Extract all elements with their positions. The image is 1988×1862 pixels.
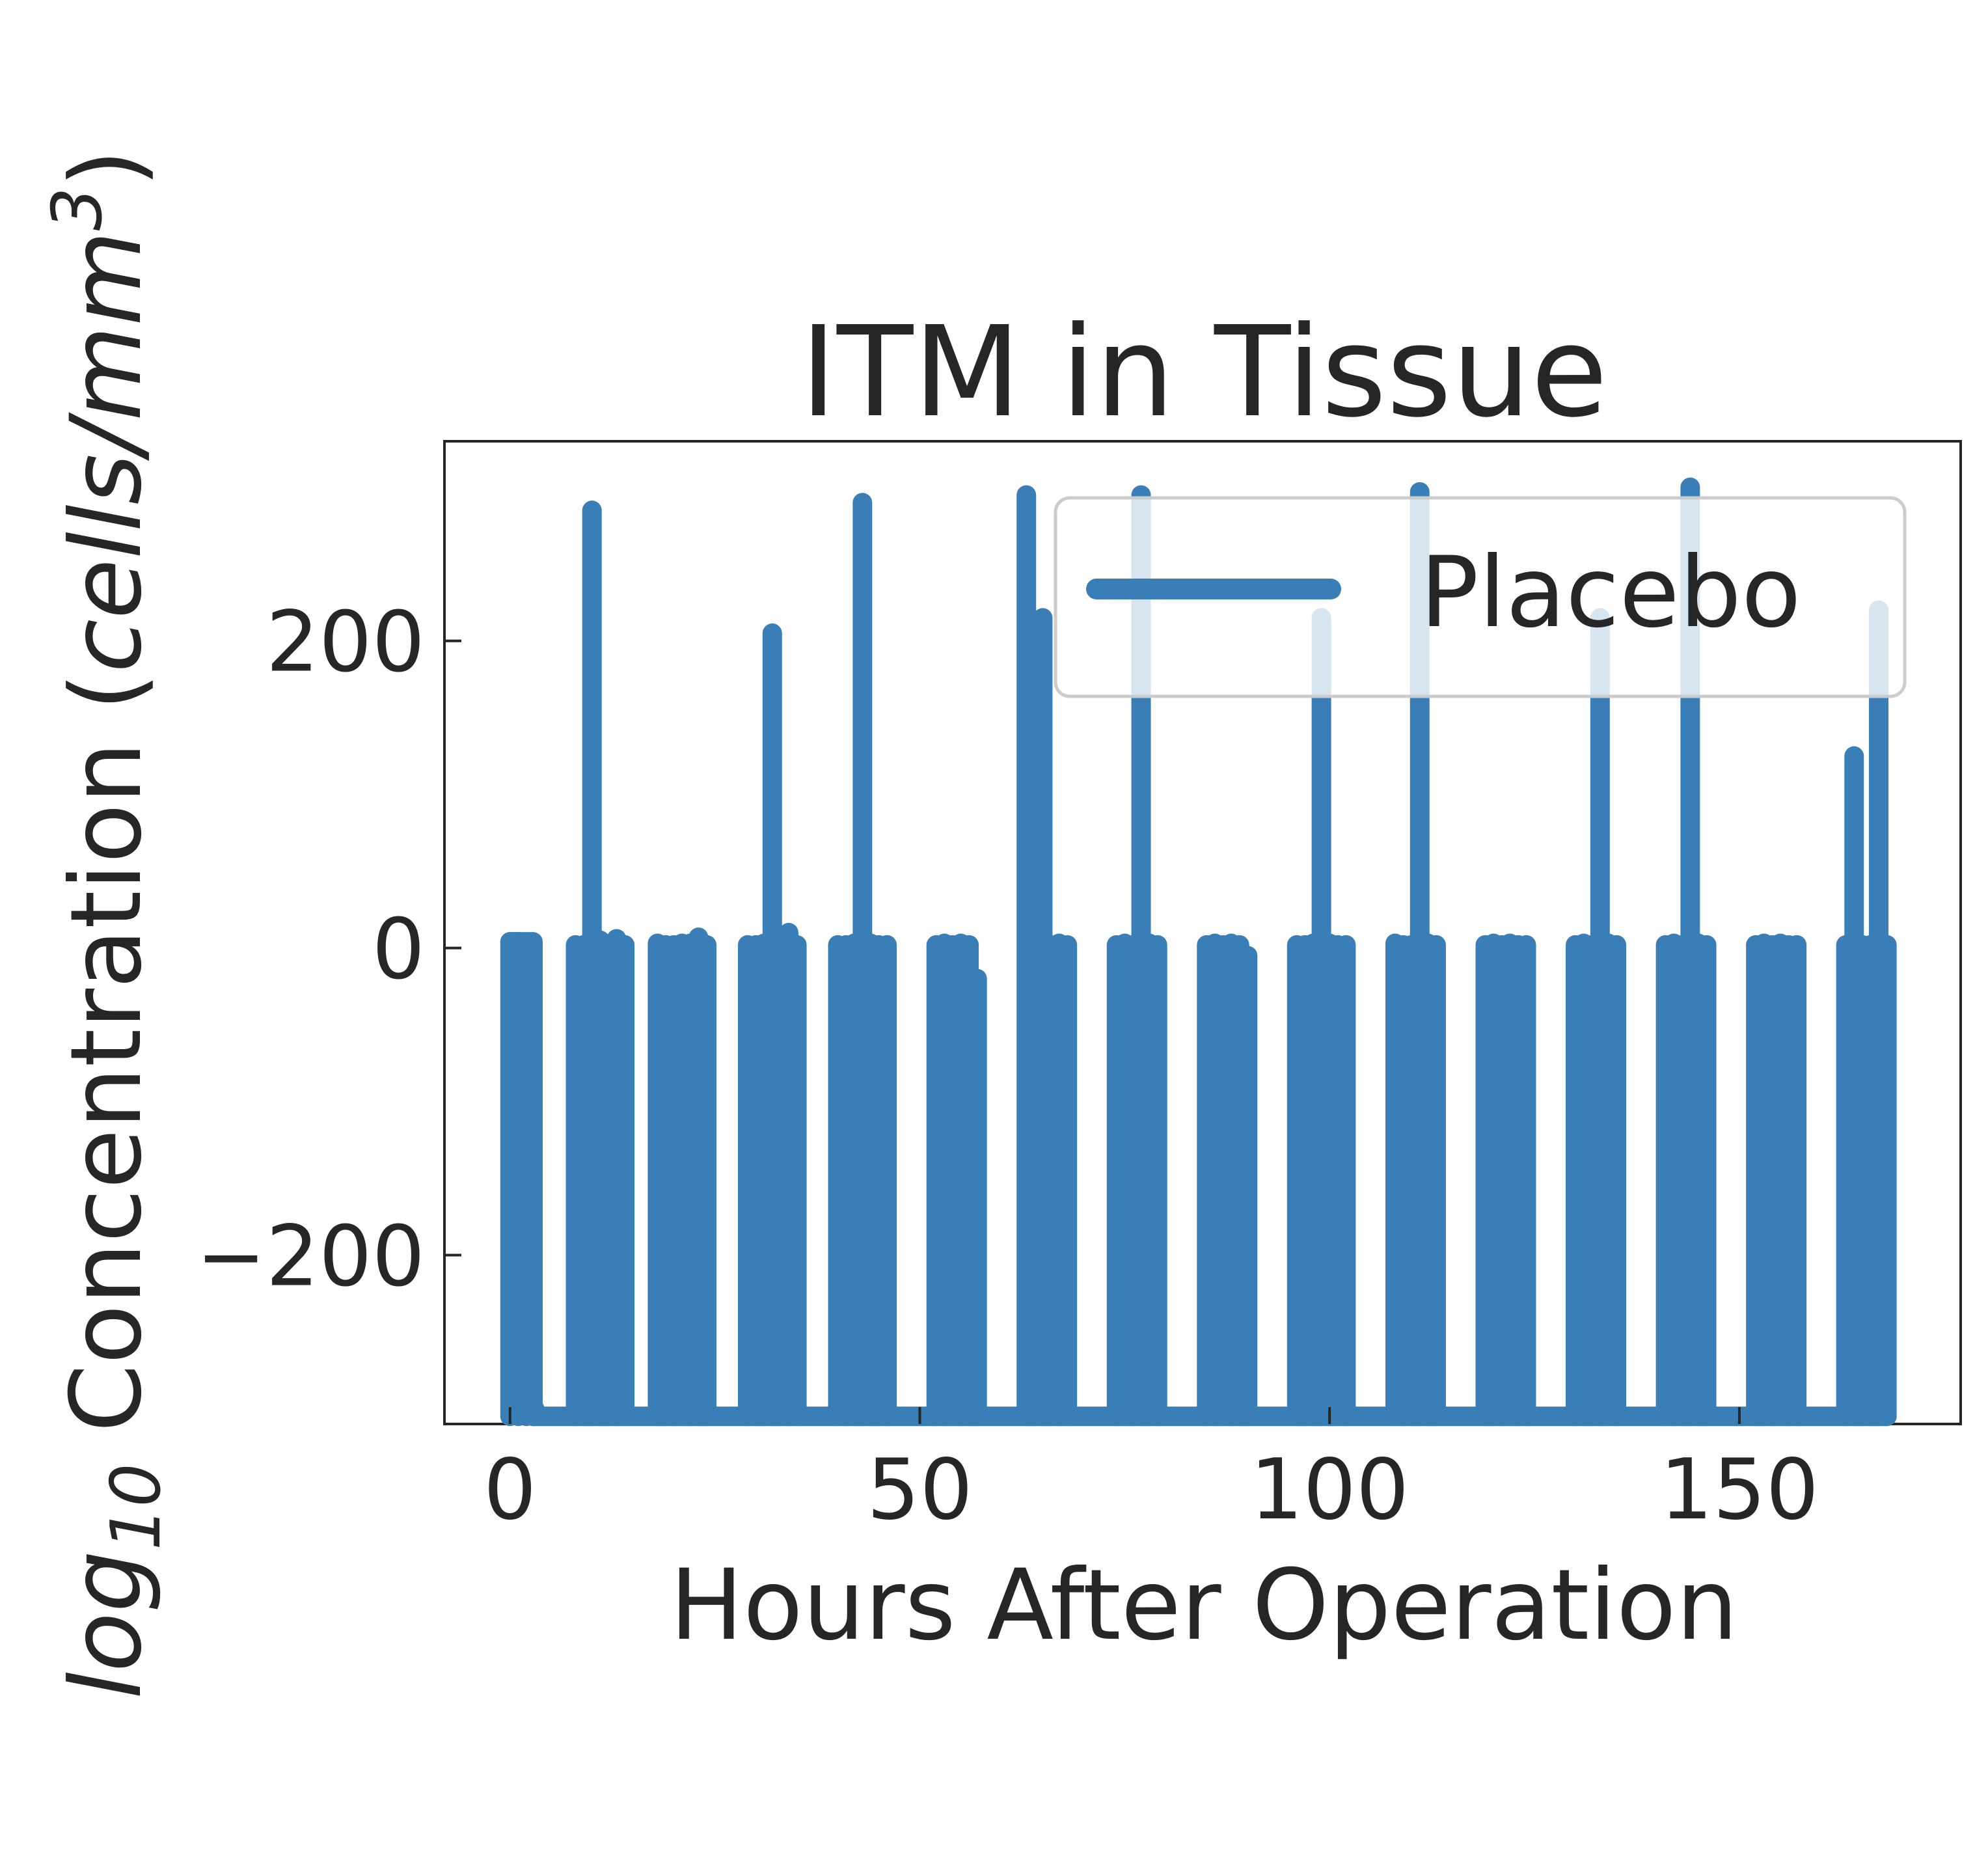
x-tick-label: 100 — [1250, 1442, 1409, 1539]
x-axis-label: Hours After Operation — [670, 1549, 1738, 1662]
x-tick-label: 50 — [867, 1442, 973, 1539]
x-tick-label: 0 — [483, 1442, 536, 1539]
y-tick-label: 0 — [372, 901, 425, 998]
legend-label-placebo: Placebo — [1420, 536, 1801, 650]
y-axis-label: log10 Concentration (cells/mm3) — [38, 149, 176, 1699]
y-axis-label-log: log — [50, 1550, 163, 1699]
chart-title: ITM in Tissue — [800, 300, 1607, 445]
y-tick-label: −200 — [196, 1208, 425, 1305]
legend: Placebo — [1054, 496, 1907, 698]
y-axis-label-superscript: 3 — [38, 187, 117, 231]
y-axis-label-subscript: 10 — [96, 1464, 176, 1551]
y-tick-label: 200 — [266, 594, 425, 691]
x-axis-ticks: 0 50 100 150 — [483, 1407, 1819, 1539]
legend-box — [1054, 496, 1907, 698]
x-tick-label: 150 — [1660, 1442, 1819, 1539]
data-layer — [500, 477, 1897, 1427]
y-axis-label-close: ) — [50, 149, 163, 187]
y-axis-ticks: −200 0 200 — [196, 594, 461, 1305]
y-axis-label-main: Concentration ( — [50, 673, 163, 1464]
y-axis-label-unit: cells/mm — [50, 231, 163, 673]
